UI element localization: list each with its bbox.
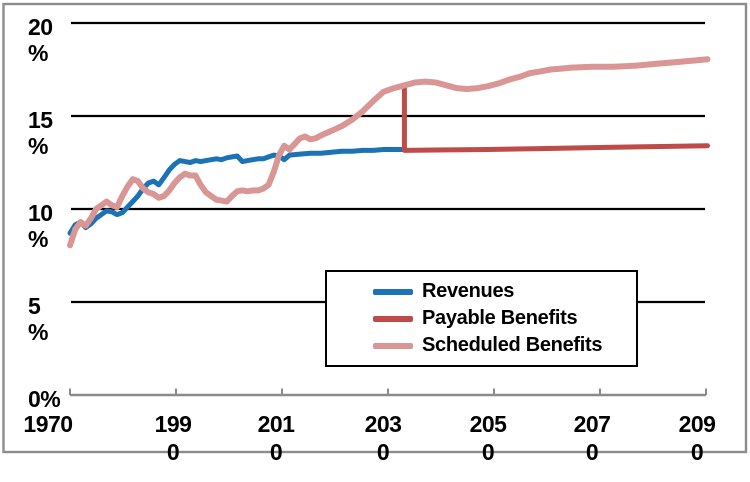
y-tick-label-0: 0% bbox=[28, 386, 61, 412]
legend: Revenues Payable Benefits Scheduled Bene… bbox=[325, 270, 638, 367]
x-axis-ticks bbox=[69, 388, 707, 395]
x-tick-label-2090: 209 0 bbox=[678, 411, 716, 465]
y-tick-label-15: 15 % bbox=[28, 107, 53, 159]
legend-item-revenues: Revenues bbox=[373, 278, 636, 305]
series-lines bbox=[67, 56, 711, 249]
chart-frame-border bbox=[2, 2, 748, 454]
legend-item-payable-benefits: Payable Benefits bbox=[373, 305, 636, 332]
legend-label: Scheduled Benefits bbox=[422, 334, 603, 356]
legend-item-scheduled-benefits: Scheduled Benefits bbox=[373, 332, 636, 359]
payable-benefits-line-swatch-icon bbox=[373, 315, 413, 322]
x-axis bbox=[69, 388, 707, 397]
legend-label: Revenues bbox=[422, 280, 515, 302]
x-tick-label-1970: 1970 bbox=[23, 411, 73, 437]
y-tick-label-20: 20 % bbox=[28, 14, 53, 66]
y-tick-label-10: 10 % bbox=[28, 200, 53, 252]
x-tick-label-2050: 205 0 bbox=[469, 411, 507, 465]
x-tick-label-2010: 201 0 bbox=[257, 411, 295, 465]
y-tick-label-5: 5 % bbox=[28, 293, 48, 345]
series-line-payable-benefits bbox=[401, 83, 710, 153]
scheduled-benefits-line-swatch-icon bbox=[373, 342, 413, 349]
x-tick-label-2070: 207 0 bbox=[573, 411, 611, 465]
legend-label: Payable Benefits bbox=[422, 307, 578, 329]
series-line-revenues bbox=[67, 147, 407, 236]
series-line-scheduled-benefits bbox=[67, 56, 711, 249]
revenues-line-swatch-icon bbox=[373, 288, 413, 295]
x-tick-label-1990: 199 0 bbox=[154, 411, 192, 465]
x-tick-label-2030: 203 0 bbox=[364, 411, 402, 465]
